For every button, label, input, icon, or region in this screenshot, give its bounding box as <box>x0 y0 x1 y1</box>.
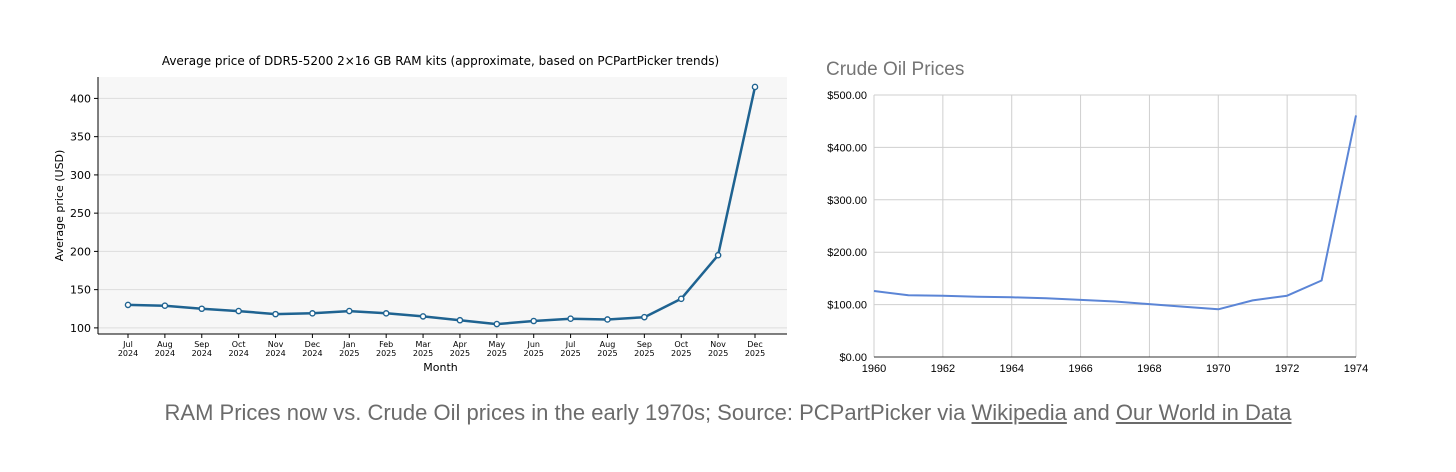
x-tick-label: 1970 <box>1206 363 1230 375</box>
data-point <box>677 295 685 303</box>
data-point <box>493 320 501 328</box>
data-point <box>567 315 574 323</box>
x-tick-label: 2025 <box>376 349 396 358</box>
x-tick-label: Dec <box>305 340 320 349</box>
x-tick-label: 2024 <box>265 349 285 358</box>
chart-title: Average price of DDR5-5200 2×16 GB RAM k… <box>162 54 719 68</box>
x-tick-label: Aug <box>157 340 173 349</box>
x-tick-label: Mar <box>416 340 432 349</box>
x-tick-label: 1966 <box>1068 363 1092 375</box>
x-tick-label: 2025 <box>671 349 691 358</box>
x-tick-label: 1960 <box>862 363 886 375</box>
x-tick-label: Oct <box>232 340 246 349</box>
data-point <box>456 316 464 324</box>
plot-background <box>98 77 787 334</box>
y-tick-label: 200 <box>70 245 91 258</box>
x-tick-label: 2024 <box>192 349 212 358</box>
y-tick-label: $400.00 <box>827 142 867 154</box>
data-point <box>714 251 722 259</box>
y-axis-label: Average price (USD) <box>53 150 66 262</box>
y-tick-label: $500.00 <box>827 90 867 102</box>
ram-price-line <box>127 86 757 326</box>
x-tick-label: Sep <box>637 340 652 349</box>
y-tick-label: 400 <box>70 92 91 105</box>
x-tick-label: Aug <box>600 340 616 349</box>
data-point <box>382 310 390 317</box>
x-tick-label: 2025 <box>413 349 433 358</box>
x-tick-label: 2025 <box>487 349 507 358</box>
data-point <box>751 83 759 91</box>
x-tick-label: 2025 <box>339 349 359 358</box>
x-tick-label: Jul <box>565 340 576 349</box>
x-tick-label: 2025 <box>450 349 470 358</box>
y-tick-label: 250 <box>70 207 91 220</box>
x-axis-label: Month <box>423 361 458 374</box>
y-tick-label: $200.00 <box>827 247 867 259</box>
y-tick-label: $300.00 <box>827 195 867 207</box>
x-tick-label: Sep <box>194 340 209 349</box>
x-tick-label: 2025 <box>597 349 617 358</box>
x-tick-label: 2025 <box>708 349 728 358</box>
x-tick-label: 1962 <box>931 363 955 375</box>
x-tick-label: 1964 <box>999 363 1023 375</box>
caption-middle: and <box>1066 400 1116 425</box>
data-point <box>641 313 648 321</box>
y-tick-label: $0.00 <box>839 352 867 364</box>
data-point <box>161 302 169 309</box>
x-tick-label: Dec <box>747 340 762 349</box>
data-point <box>530 317 538 325</box>
x-tick-label: 2024 <box>302 349 322 358</box>
chart-title: Crude Oil Prices <box>826 59 964 80</box>
x-tick-label: 1974 <box>1344 363 1368 375</box>
data-point <box>235 307 242 315</box>
figure-caption: RAM Prices now vs. Crude Oil prices in t… <box>0 400 1456 426</box>
caption-text: RAM Prices now vs. Crude Oil prices in t… <box>164 400 972 425</box>
x-tick-label: Jun <box>526 340 540 349</box>
data-point <box>124 301 132 309</box>
data-point <box>345 307 353 315</box>
x-tick-label: 2025 <box>560 349 580 358</box>
x-tick-label: 2025 <box>524 349 544 358</box>
y-tick-label: 100 <box>70 322 91 335</box>
y-tick-label: 300 <box>70 169 91 182</box>
x-tick-label: 1968 <box>1137 363 1161 375</box>
x-tick-label: 2024 <box>118 349 138 358</box>
x-tick-label: Feb <box>379 340 393 349</box>
data-point <box>309 310 316 317</box>
oil-price-line <box>873 115 1357 311</box>
x-tick-label: May <box>489 340 506 349</box>
data-point <box>198 305 206 313</box>
x-tick-label: 2025 <box>634 349 654 358</box>
data-point <box>272 310 279 318</box>
x-tick-label: 2025 <box>745 349 765 358</box>
data-point <box>604 316 611 323</box>
y-tick-label: $100.00 <box>827 300 867 312</box>
x-tick-label: Jul <box>122 340 133 349</box>
x-tick-label: 2024 <box>228 349 248 358</box>
y-tick-label: 150 <box>70 284 91 297</box>
x-tick-label: Apr <box>453 340 468 349</box>
x-tick-label: 1972 <box>1275 363 1299 375</box>
y-tick-label: 350 <box>70 131 91 144</box>
x-tick-label: Oct <box>674 340 688 349</box>
x-tick-label: Nov <box>268 340 284 349</box>
x-tick-label: Jan <box>342 340 355 349</box>
wikipedia-link[interactable]: Wikipedia <box>971 400 1067 425</box>
ram-price-chart: 100150200250300350400Jul2024Aug2024Sep20… <box>53 54 787 374</box>
x-tick-label: Nov <box>710 340 726 349</box>
our-world-in-data-link[interactable]: Our World in Data <box>1115 400 1292 425</box>
oil-price-chart: Crude Oil Prices $0.00 $100.00 $200.00 $300.… <box>826 59 1368 375</box>
data-point <box>419 313 427 320</box>
x-tick-label: 2024 <box>155 349 175 358</box>
